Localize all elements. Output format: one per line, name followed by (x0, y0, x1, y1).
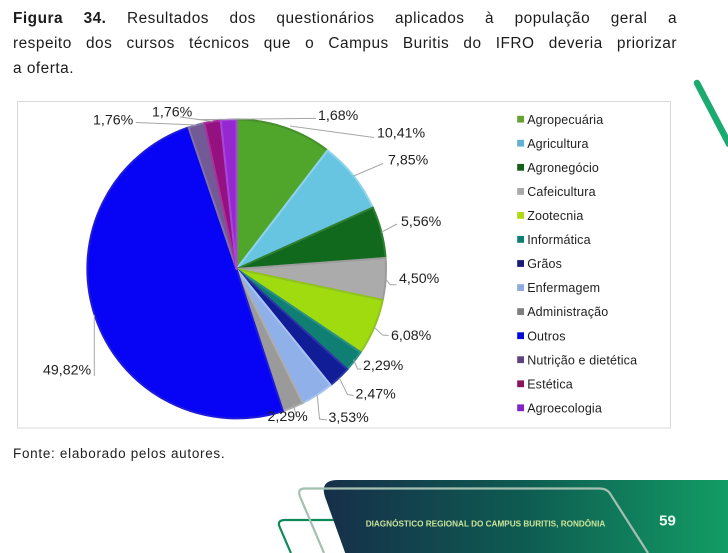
svg-text:Cafeicultura: Cafeicultura (527, 185, 596, 199)
svg-text:Agricultura: Agricultura (527, 137, 588, 151)
svg-text:4,50%: 4,50% (399, 271, 440, 287)
svg-text:1,76%: 1,76% (152, 105, 193, 121)
svg-text:10,41%: 10,41% (377, 126, 426, 142)
svg-text:Nutrição e dietética: Nutrição e dietética (527, 353, 637, 367)
svg-text:Estética: Estética (527, 377, 573, 391)
svg-text:1,76%: 1,76% (93, 113, 134, 129)
svg-text:2,47%: 2,47% (356, 387, 397, 403)
svg-text:3,53%: 3,53% (329, 410, 370, 426)
svg-text:Informática: Informática (527, 233, 590, 247)
svg-text:Agroecologia: Agroecologia (527, 401, 602, 415)
svg-text:Zootecnia: Zootecnia (527, 209, 583, 223)
svg-text:59: 59 (659, 513, 676, 530)
svg-text:Grãos: Grãos (527, 257, 562, 271)
svg-text:7,85%: 7,85% (388, 153, 429, 169)
svg-text:Agronegócio: Agronegócio (527, 161, 599, 175)
svg-text:Agropecuária: Agropecuária (527, 113, 603, 127)
svg-text:6,08%: 6,08% (391, 328, 432, 344)
svg-text:Enfermagem: Enfermagem (527, 281, 600, 295)
svg-text:1,68%: 1,68% (318, 108, 359, 124)
svg-text:Outros: Outros (527, 329, 565, 343)
svg-text:2,29%: 2,29% (363, 358, 404, 374)
svg-text:49,82%: 49,82% (43, 363, 92, 379)
svg-text:5,56%: 5,56% (401, 214, 442, 230)
svg-text:2,29%: 2,29% (268, 409, 309, 425)
svg-text:Administração: Administração (527, 305, 608, 319)
svg-text:DIAGNÓSTICO REGIONAL DO CAMPUS: DIAGNÓSTICO REGIONAL DO CAMPUS BURITIS, … (366, 518, 606, 529)
